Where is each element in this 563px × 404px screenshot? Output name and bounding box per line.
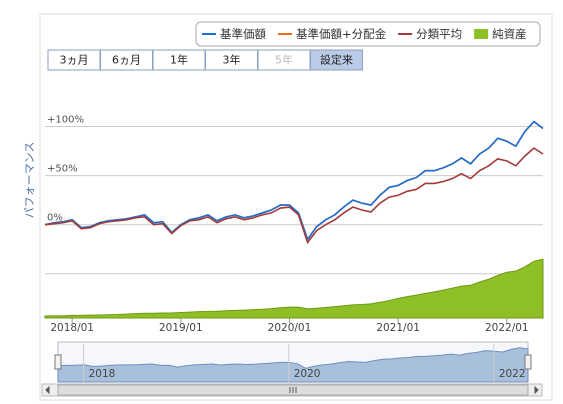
range-label: 5年 xyxy=(275,53,293,67)
range-label: 6ヵ月 xyxy=(112,54,141,67)
legend-label[interactable]: 純資産 xyxy=(492,27,527,41)
line xyxy=(44,147,544,245)
y-axis-title: パフォーマンス xyxy=(23,142,36,219)
navigator-label: 2018 xyxy=(89,368,116,380)
frame xyxy=(39,13,553,401)
range-label: 3ヵ月 xyxy=(60,54,89,67)
legend-label[interactable]: 基準価額 xyxy=(220,27,266,41)
navigator-label: 2022 xyxy=(499,368,526,380)
navigator-area xyxy=(57,347,529,383)
range-label: 1年 xyxy=(170,53,188,67)
x-tick-label: 2019/01 xyxy=(159,322,203,334)
range-label: 設定来 xyxy=(320,53,353,67)
navigator-label: 2020 xyxy=(294,368,321,380)
x-tick-label: 2022/01 xyxy=(485,322,529,334)
legend-swatch xyxy=(474,29,489,39)
area xyxy=(44,258,544,319)
x-tick-label: 2021/01 xyxy=(376,322,420,334)
legend xyxy=(195,21,541,47)
x-tick-label: 2020/01 xyxy=(268,322,312,334)
line xyxy=(44,120,544,242)
y-tick-label: +50% xyxy=(47,164,78,175)
x-tick-label: 2018/01 xyxy=(50,322,94,334)
line xyxy=(44,120,544,242)
navigator-handle[interactable] xyxy=(54,354,62,370)
y-tick-label: +100% xyxy=(47,115,84,126)
range-button[interactable] xyxy=(310,49,363,71)
navigator-handle[interactable] xyxy=(524,354,532,370)
legend-label[interactable]: 基準価額+分配金 xyxy=(296,27,387,41)
range-label: 3年 xyxy=(223,53,241,67)
legend-label[interactable]: 分類平均 xyxy=(416,27,462,41)
scroll-grip xyxy=(45,385,539,395)
y-tick-label: 0% xyxy=(47,213,63,224)
